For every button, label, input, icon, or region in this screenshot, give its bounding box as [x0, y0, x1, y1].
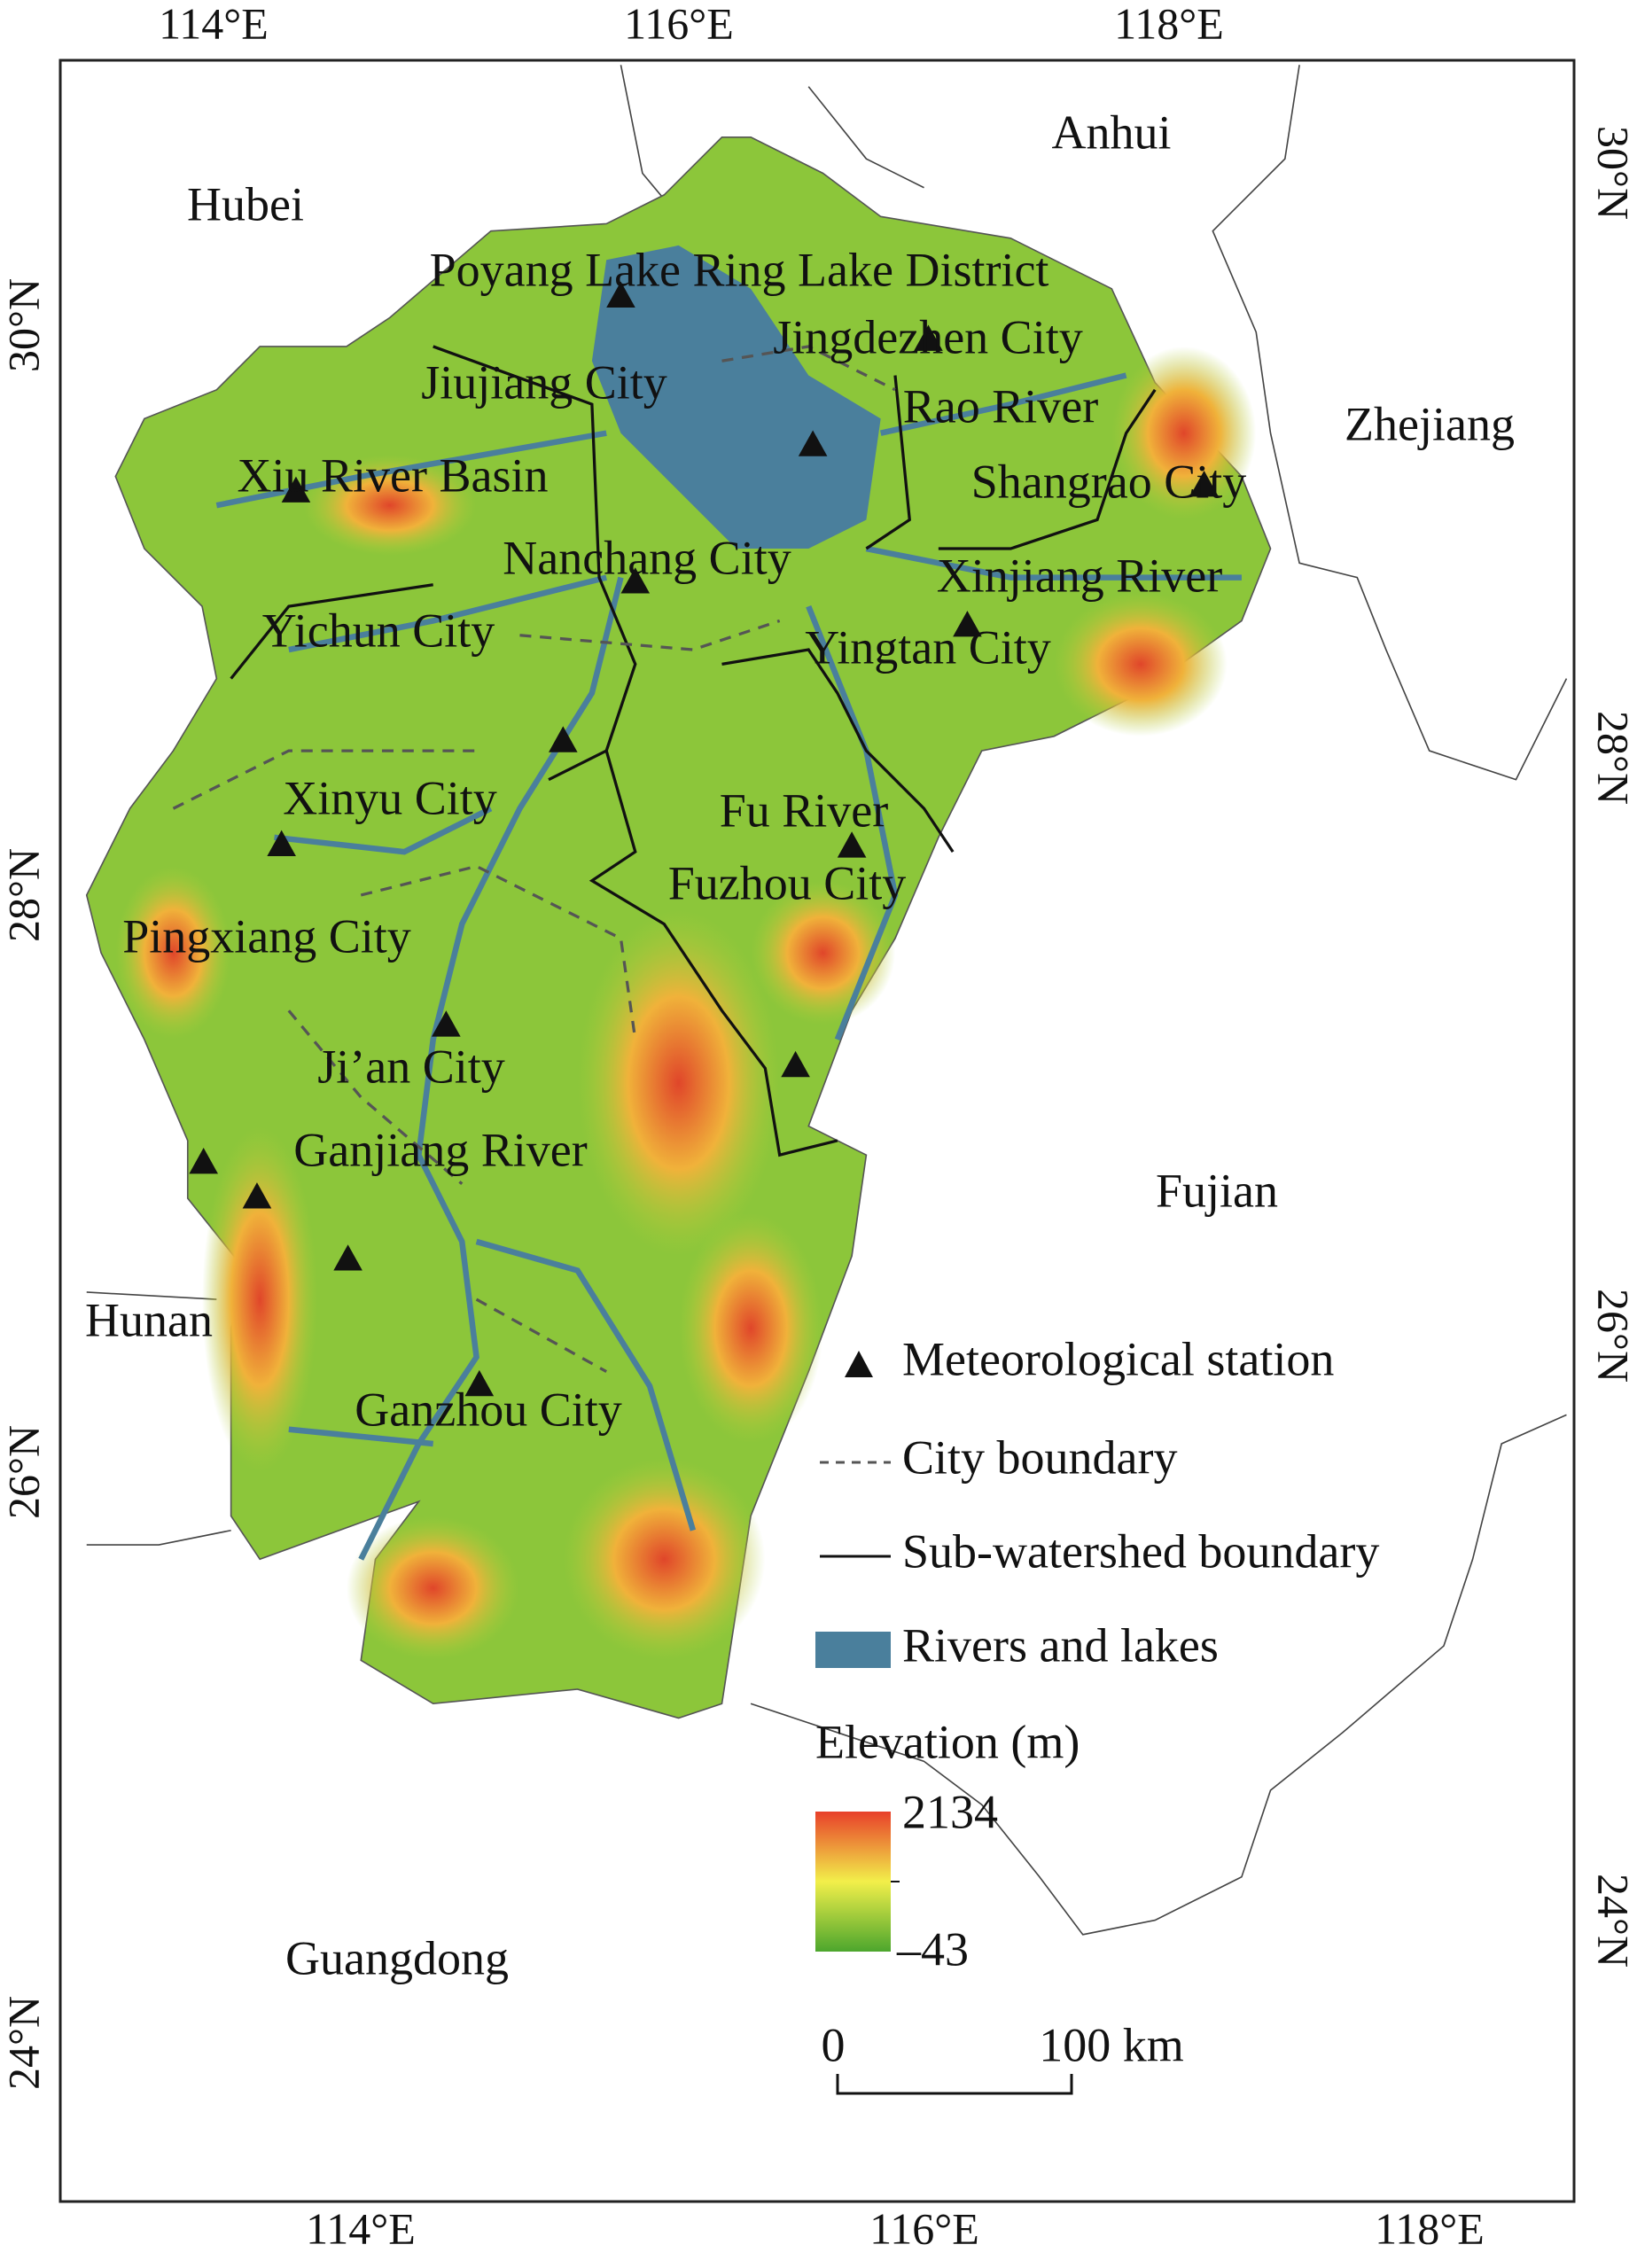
region-label: Zhejiang [1345, 397, 1515, 450]
graticule-label: 24°N [1589, 1874, 1637, 1968]
place-label: Poyang Lake Ring Lake District [430, 243, 1049, 296]
region-label: Guangdong [285, 1931, 509, 1984]
place-label: Ji’an City [317, 1040, 505, 1093]
place-label: Yingtan City [805, 620, 1051, 674]
region-label: Anhui [1052, 105, 1172, 159]
place-label: Ganzhou City [355, 1383, 621, 1436]
graticule-label: 26°N [1589, 1289, 1637, 1383]
place-label: Yichun City [262, 604, 495, 657]
scale-label: 0 [822, 2018, 846, 2071]
sub-watershed-boundaries [230, 345, 1157, 1157]
place-label: Fuzhou City [668, 856, 907, 909]
legend-label: Sub-watershed boundary [902, 1524, 1379, 1578]
legend-station-symbol [845, 1351, 873, 1377]
graticule-label: 114°E [306, 2203, 416, 2253]
region-label: Hunan [85, 1293, 213, 1346]
graticule-label: 30°N [1589, 126, 1637, 220]
graticule-label: 118°E [1114, 0, 1224, 48]
graticule-label: 28°N [0, 848, 48, 942]
scale-label: 100 km [1039, 2018, 1184, 2071]
elevation-min-label: –43 [896, 1922, 969, 1976]
city-boundaries [172, 345, 896, 1373]
place-label: Rao River [903, 379, 1098, 433]
region-label: Fujian [1156, 1164, 1278, 1217]
scale-bar [836, 2074, 1073, 2095]
graticule-label: 116°E [624, 0, 734, 48]
rivers [215, 372, 1242, 1561]
place-label: Shangrao City [971, 455, 1246, 508]
graticule-label: 26°N [0, 1425, 48, 1519]
place-label: Ganjiang River [293, 1123, 587, 1176]
elevation-colorbar [815, 1812, 891, 1952]
graticule-label: 116°E [869, 2203, 979, 2253]
legend-label: City boundary [902, 1430, 1177, 1484]
neighbour-borders [86, 65, 1568, 1936]
elevation-highlands [115, 346, 1257, 1661]
map-body [85, 65, 1568, 1936]
graticule-label: 24°N [0, 1996, 48, 2090]
place-label: Xinyu City [283, 771, 497, 824]
place-label: Nanchang City [503, 531, 791, 584]
legend-label: Rivers and lakes [902, 1618, 1219, 1672]
graticule-label: 28°N [1589, 711, 1637, 805]
graticule-label: 118°E [1375, 2203, 1485, 2253]
place-label: Fu River [720, 783, 889, 837]
graticule-label: 30°N [0, 278, 48, 372]
elevation-max-label: 2134 [902, 1785, 998, 1838]
place-label: Xinjiang River [937, 549, 1222, 602]
meteorological-stations [189, 281, 1219, 1397]
poyang-lake [591, 245, 881, 549]
graticule-label: 114°E [159, 0, 269, 48]
legend-title: Elevation (m) [815, 1715, 1080, 1768]
place-label: Xiu River Basin [238, 448, 549, 502]
place-label: Jingdezhen City [773, 310, 1082, 363]
place-label: Jiujiang City [421, 355, 667, 409]
region-label: Hubei [187, 177, 304, 230]
legend-water-symbol [815, 1632, 891, 1668]
place-label: Pingxiang City [122, 909, 411, 963]
legend-label: Meteorological station [902, 1332, 1334, 1385]
